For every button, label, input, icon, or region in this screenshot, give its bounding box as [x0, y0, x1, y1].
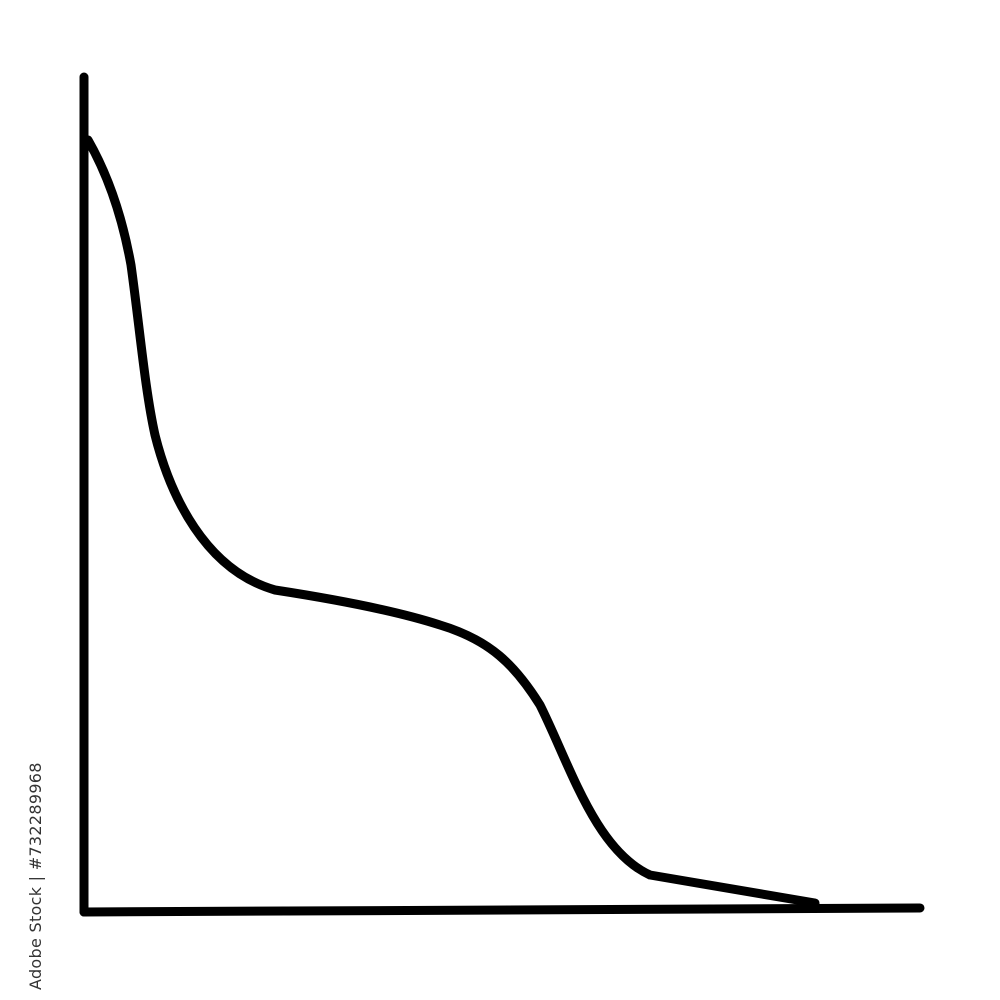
watermark-text: Adobe Stock | #732289968 — [26, 762, 45, 990]
curve-line — [83, 135, 820, 908]
x-axis — [79, 903, 925, 917]
